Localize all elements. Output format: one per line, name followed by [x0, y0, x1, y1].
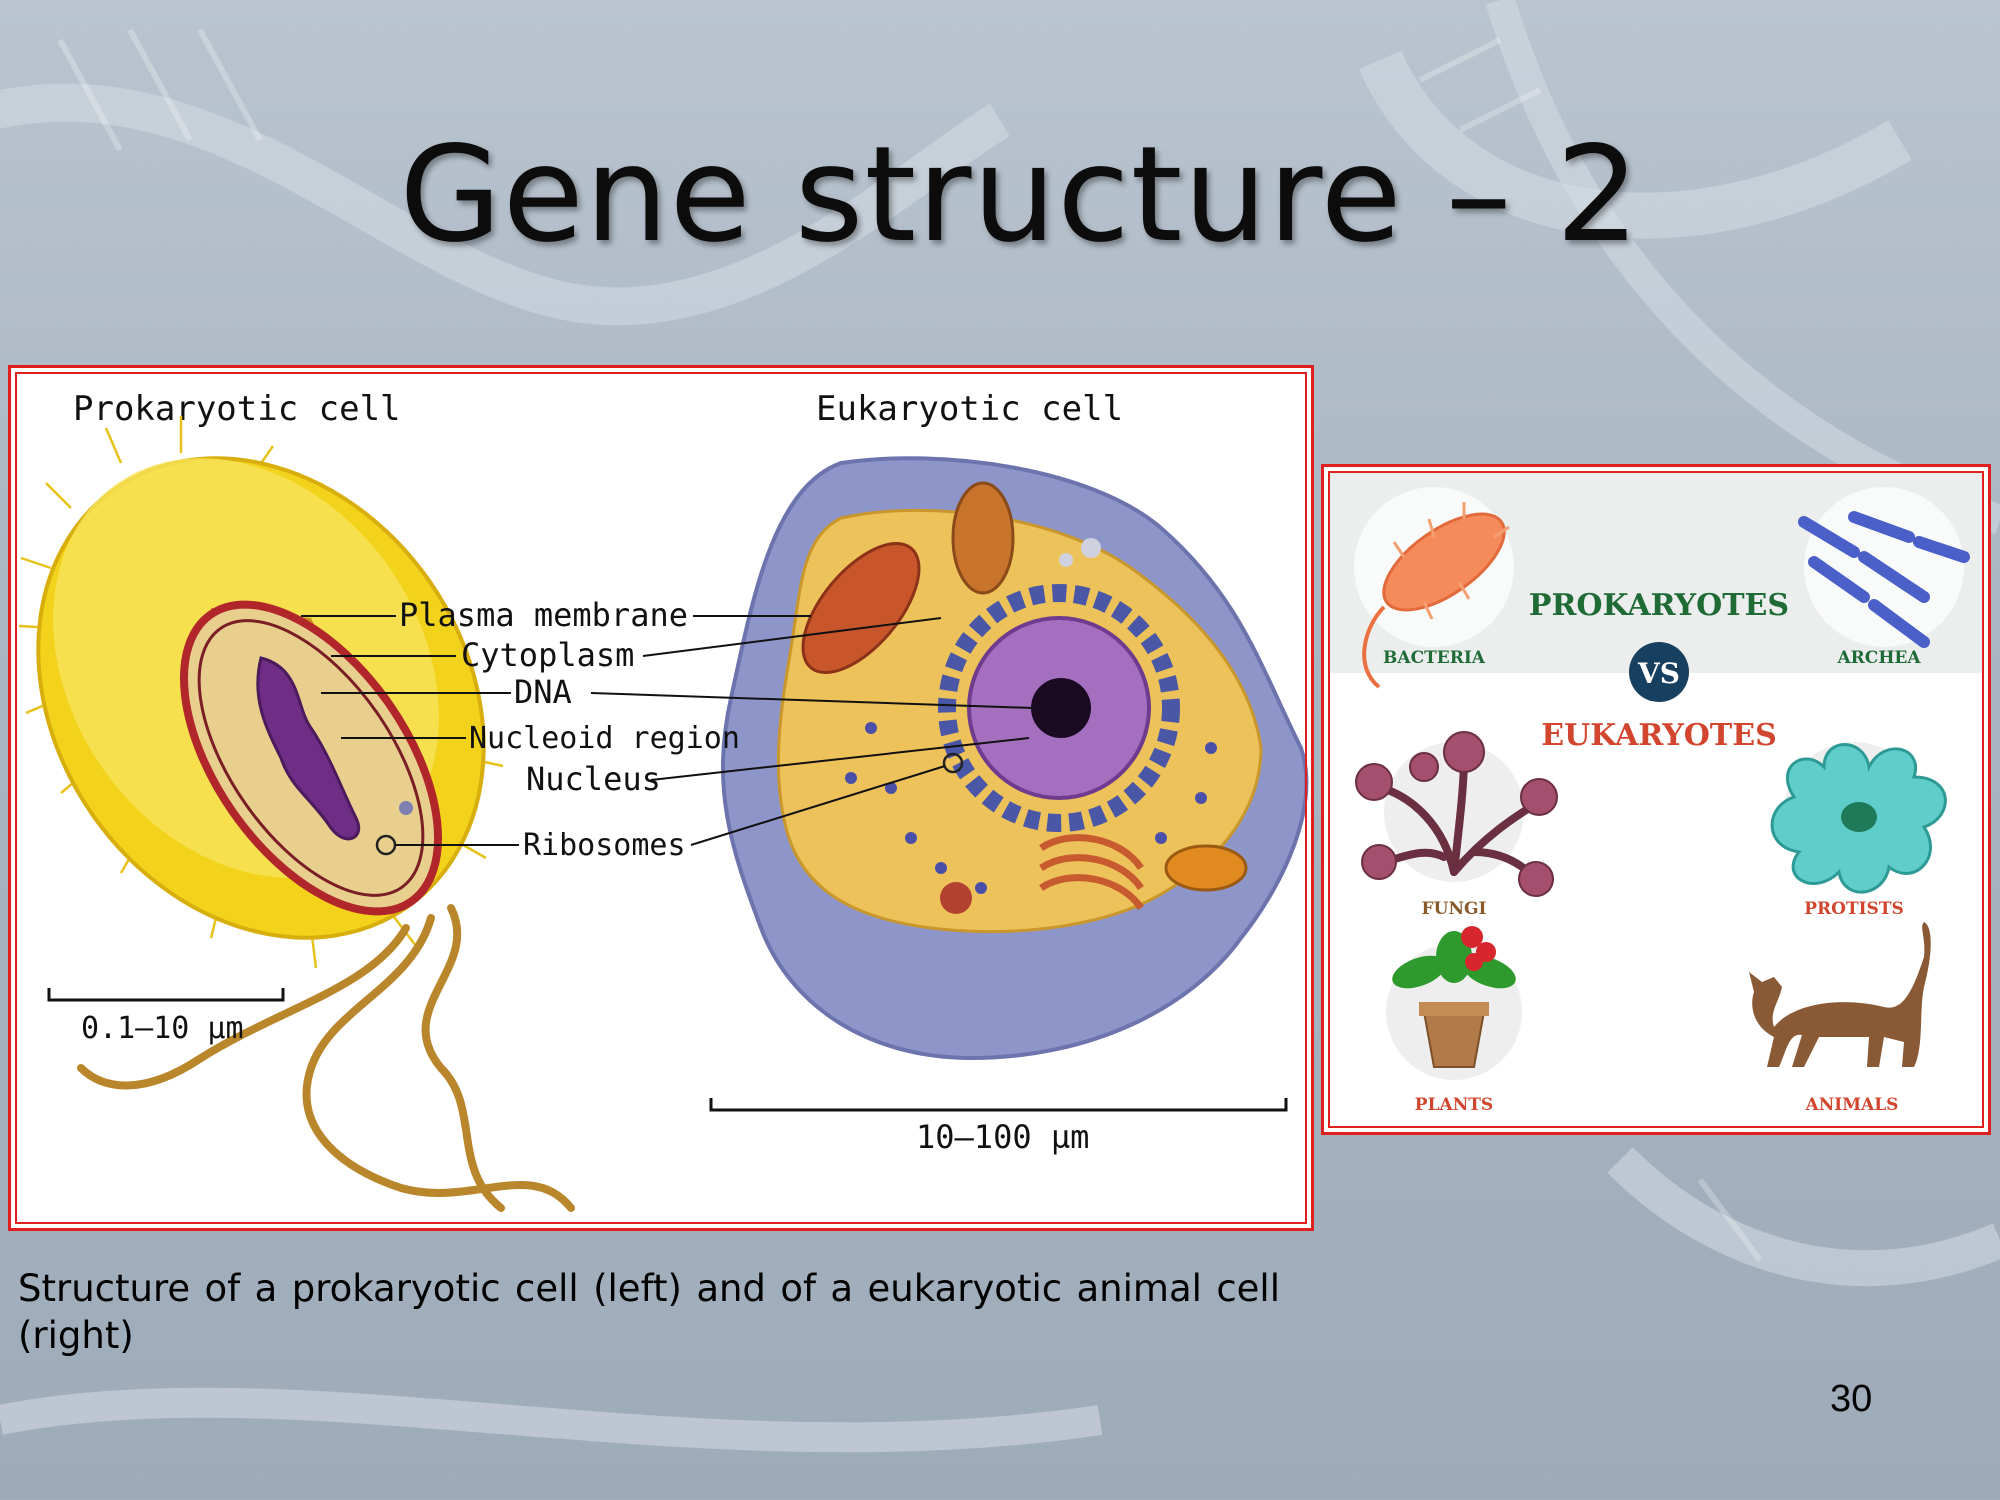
- animals-icon: [1749, 922, 1931, 1067]
- label-nucleus: Nucleus: [526, 760, 661, 798]
- eukaryotic-heading: Eukaryotic cell: [816, 389, 1123, 429]
- label-ribosomes: Ribosomes: [523, 828, 686, 863]
- label-fungi: FUNGI: [1422, 899, 1487, 919]
- slide-title: Gene structure – 2: [399, 118, 1641, 272]
- bacteria-icon: [1354, 487, 1514, 689]
- label-plants: PLANTS: [1415, 1095, 1493, 1115]
- label-cytoplasm: Cytoplasm: [461, 636, 634, 674]
- label-nucleoid-region: Nucleoid region: [469, 721, 740, 756]
- label-archea: ARCHEA: [1836, 648, 1921, 668]
- archea-icon: [1798, 487, 1970, 648]
- organism-illustration: BACTERIA ARCHEA PROKARYOTES VS EUKARYOTE…: [1330, 473, 1982, 1115]
- scale-prokaryotic: 0.1–10 µm: [81, 1011, 244, 1046]
- prokaryotic-cell: [18, 416, 575, 1212]
- prokaryotic-heading: Prokaryotic cell: [73, 389, 401, 429]
- scale-eukaryotic: 10–100 µm: [916, 1118, 1089, 1156]
- eukaryotic-cell: [721, 456, 1309, 1061]
- cell-comparison-figure: Prokaryotic cell Eukaryotic cell: [8, 365, 1314, 1231]
- label-dna: DNA: [514, 673, 572, 711]
- label-plasma-membrane: Plasma membrane: [399, 596, 688, 634]
- organism-comparison-figure: BACTERIA ARCHEA PROKARYOTES VS EUKARYOTE…: [1321, 464, 1991, 1135]
- label-protists: PROTISTS: [1804, 899, 1904, 919]
- protists-icon: [1770, 742, 1947, 894]
- eukaryotes-heading: EUKARYOTES: [1541, 718, 1777, 753]
- vs-label: VS: [1637, 657, 1680, 690]
- fungi-icon: [1355, 731, 1558, 897]
- plants-icon: [1386, 926, 1522, 1080]
- cell-illustration: Prokaryotic cell Eukaryotic cell: [18, 389, 1309, 1212]
- prokaryotes-heading: PROKARYOTES: [1529, 588, 1789, 623]
- figure-caption: Structure of a prokaryotic cell (left) a…: [18, 1267, 1280, 1357]
- page-number: 30: [1830, 1378, 1873, 1420]
- label-animals: ANIMALS: [1805, 1095, 1899, 1115]
- vs-badge: [1629, 642, 1689, 702]
- label-bacteria: BACTERIA: [1383, 648, 1486, 668]
